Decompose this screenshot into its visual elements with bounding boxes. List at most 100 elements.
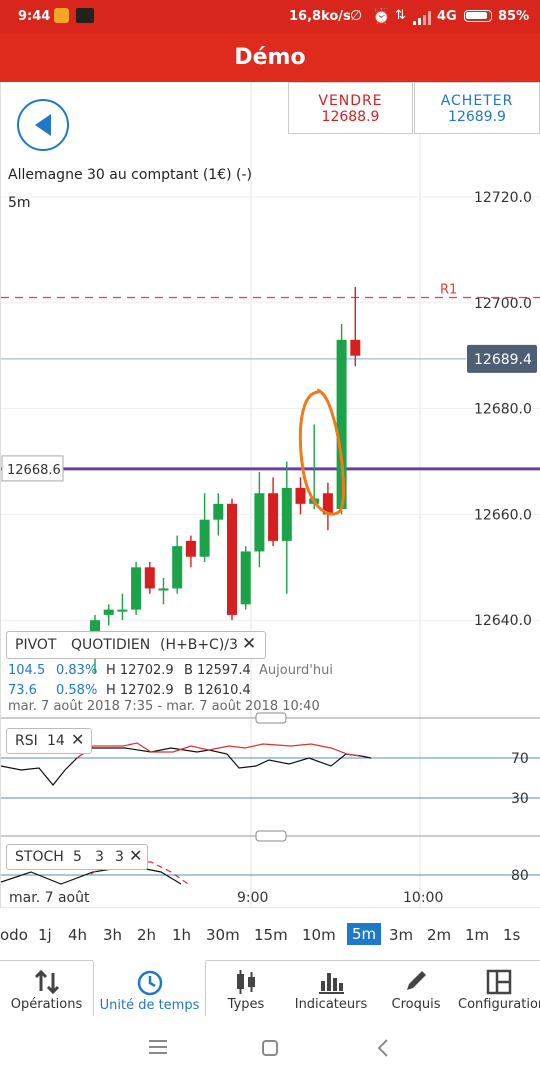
timeframe-bar[interactable]: odo 1j 4h 3h 2h 1h 30m 15m 10m 5m 3m 2m 1m 1s [0, 920, 540, 952]
buy-price: 12689.9 [448, 109, 506, 125]
timeframe-odo[interactable]: odo [0, 926, 28, 944]
notification-icon [54, 8, 69, 23]
candle-body [103, 609, 114, 615]
rsi-indicator-chip[interactable]: RSI 14 ✕ [6, 728, 92, 754]
date-label-bg [3, 885, 93, 907]
stoch-line-black [1, 865, 182, 885]
system-nav-bar [0, 1016, 540, 1080]
timeframe-15m[interactable]: 15m [254, 926, 288, 944]
timeframe-4h[interactable]: 4h [68, 926, 88, 944]
timeframe-5m[interactable]: 5m [347, 923, 382, 945]
page-title: Démo [0, 34, 540, 82]
timeframe-1s[interactable]: 1s [503, 926, 521, 944]
candle-body [172, 546, 183, 589]
toolbar-label-indicators: Indicateurs [294, 997, 368, 1012]
close-stoch-icon[interactable]: ✕ [129, 846, 143, 865]
toolbar-label-drawing: Croquis [391, 997, 441, 1012]
pivot-row1-low: B 12597.4 [184, 663, 251, 678]
date-label: mar. 7 août [9, 890, 90, 906]
pencil-icon [407, 971, 426, 990]
toolbar-timeframe[interactable]: Unité de temps [93, 960, 206, 1018]
pivot-indicator-chip[interactable]: PIVOT QUOTIDIEN (H+B+C)/3 ✕ [6, 631, 266, 659]
chart-area[interactable]: 12720.0 12700.0 12680.0 12660.0 12640.0 R1 126… [0, 82, 540, 908]
instrument-name: Allemagne 30 au comptant (1€) (-) [8, 167, 253, 183]
status-bar: 9:44 16,8ko/s ∅ ⏰ ⇅ 4G 85% [0, 0, 540, 34]
y-tick-label: 12700.0 [474, 296, 532, 312]
candle-body [227, 503, 237, 615]
pivot-row2-pct: 0.58% [56, 683, 98, 698]
drawn-annotation [298, 388, 345, 516]
candles-icon [237, 970, 255, 994]
interval-label: 5m [8, 195, 31, 211]
timeframe-2m[interactable]: 2m [427, 926, 452, 944]
candle-body [240, 551, 251, 605]
timeframe-30m[interactable]: 30m [206, 926, 240, 944]
timeframe-1m[interactable]: 1m [465, 926, 490, 944]
rsi-label: RSI [15, 733, 38, 749]
y-tick-label: 12720.0 [474, 190, 532, 206]
price-chart[interactable]: 12720.0 12700.0 12680.0 12660.0 12640.0 R1 126… [1, 82, 540, 908]
rsi-line-black [76, 747, 372, 769]
menu-icon[interactable] [149, 1039, 167, 1055]
stoch-label: STOCH [15, 849, 64, 865]
home-icon[interactable] [261, 1039, 279, 1057]
x-tick-label: 9:00 [237, 890, 268, 906]
timeframe-3h[interactable]: 3h [103, 926, 123, 944]
pivot-row2-low: B 12610.4 [184, 683, 251, 698]
alarm-icon: ⏰ [372, 7, 391, 25]
stoch-indicator-chip[interactable]: STOCH 5 3 3 ✕ [6, 844, 148, 870]
back-button[interactable] [17, 99, 69, 151]
candle-body [254, 493, 265, 552]
toolbar-drawing[interactable]: Croquis [374, 961, 458, 1017]
rsi-70-label: 70 [511, 751, 529, 767]
pivot-price-label: 12668.6 [7, 463, 61, 478]
pivot-range: mar. 7 août 2018 7:35 - mar. 7 août 2018… [8, 699, 320, 714]
pivot-formula: (H+B+C)/3 [160, 637, 238, 653]
back-arrow-icon [35, 114, 51, 136]
toolbar-indicators[interactable]: Indicateurs [288, 961, 374, 1017]
sell-label: VENDRE [318, 93, 383, 109]
toolbar-operations[interactable]: Opérations [0, 961, 93, 1017]
stoch-s: 3 [115, 849, 124, 865]
app-notification-icon [76, 8, 94, 23]
pivot-row1-high: H 12702.9 [106, 663, 174, 678]
pivot-row1-note: Aujourd'hui [259, 663, 333, 678]
toolbar-label-operations: Opérations [10, 997, 83, 1012]
candle-body [322, 493, 333, 515]
swap-arrows-icon [34, 969, 59, 995]
close-rsi-icon[interactable]: ✕ [71, 730, 85, 749]
sell-button[interactable]: VENDRE 12688.9 [288, 82, 413, 134]
rsi-line-black [1, 757, 78, 786]
pivot-row1-pct: 0.83% [56, 663, 98, 678]
toolbar-settings[interactable]: Configuration [458, 961, 540, 1017]
back-nav-icon[interactable] [376, 1038, 390, 1058]
bottom-toolbar[interactable]: Opérations Unité de temps Types Indicate… [0, 960, 540, 1018]
data-transfer-icon: ⇅ [395, 8, 406, 23]
timeframe-1j[interactable]: 1j [38, 926, 52, 944]
toolbar-types[interactable]: Types [204, 961, 288, 1017]
timeframe-10m[interactable]: 10m [302, 926, 336, 944]
toolbar-label-settings: Configuration [458, 997, 540, 1012]
timeframe-1h[interactable]: 1h [172, 926, 192, 944]
timeframe-2h[interactable]: 2h [137, 926, 157, 944]
candle-body [268, 493, 279, 541]
buy-button[interactable]: ACHETER 12689.9 [414, 82, 540, 134]
candle-body [158, 588, 169, 591]
x-tick-label: 10:00 [403, 890, 443, 906]
candle-body [144, 567, 155, 589]
toolbar-label-timeframe: Unité de temps [99, 998, 200, 1013]
timeframe-3m[interactable]: 3m [389, 926, 414, 944]
pivot-row2-high: H 12702.9 [106, 683, 174, 698]
status-speed: 16,8ko/s [289, 9, 351, 24]
sell-price: 12688.9 [321, 109, 380, 125]
battery-icon [464, 10, 492, 22]
mute-icon: ∅ [350, 8, 363, 24]
close-pivot-icon[interactable]: ✕ [242, 634, 257, 654]
layout-icon [486, 969, 512, 995]
rsi-line-red [76, 742, 360, 759]
candle-body [131, 567, 142, 610]
candle-body [336, 339, 347, 510]
clock-icon [137, 970, 162, 996]
current-price-tag [467, 344, 537, 373]
resistance-label: R1 [440, 283, 457, 298]
